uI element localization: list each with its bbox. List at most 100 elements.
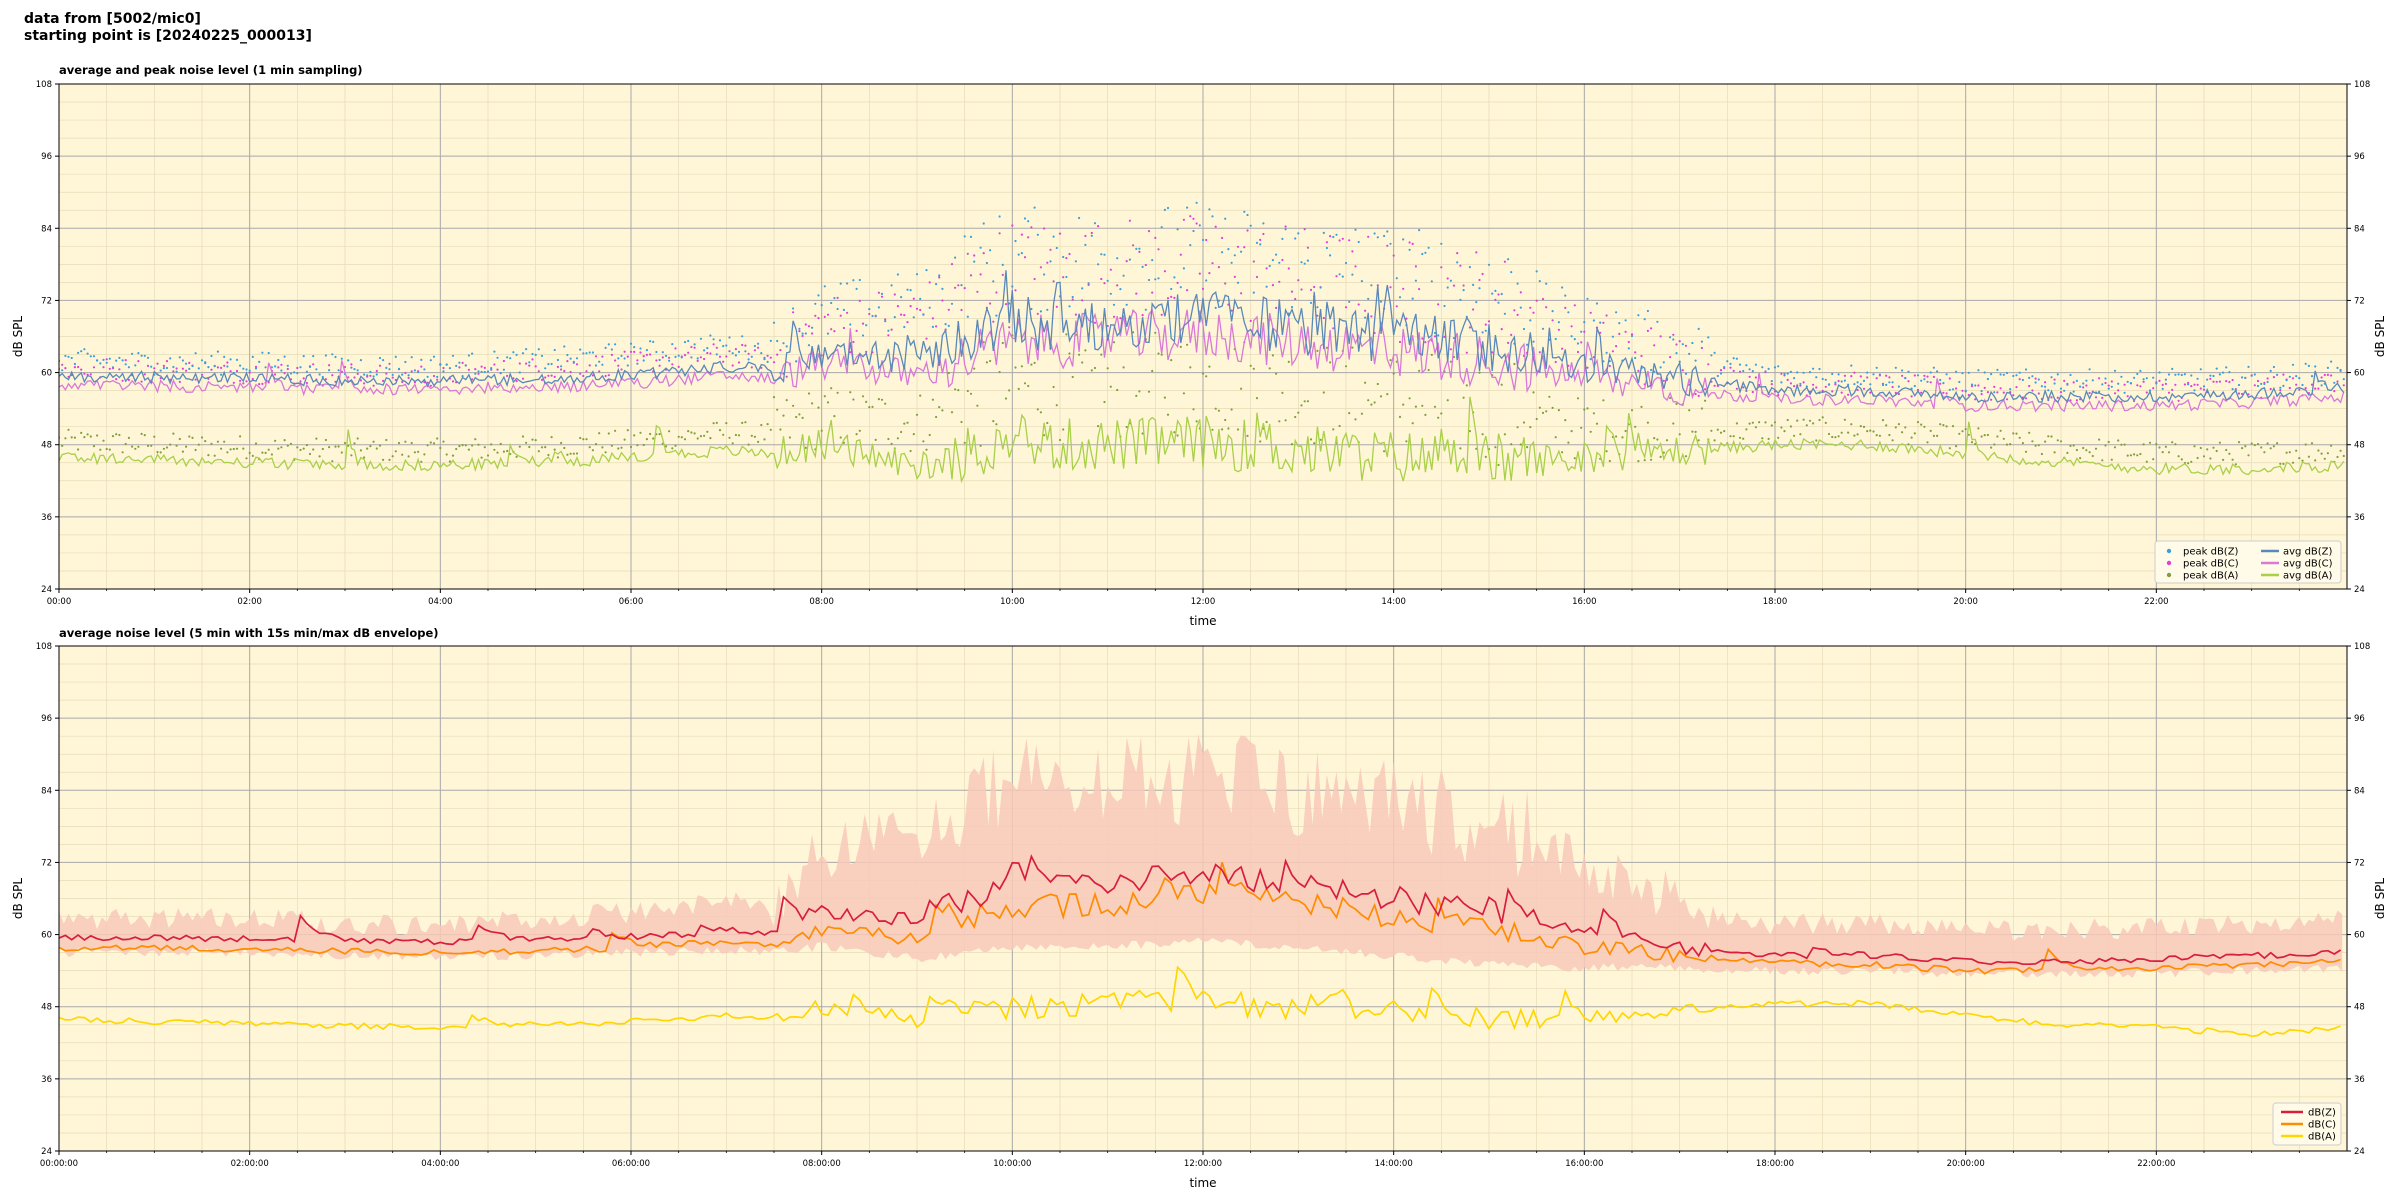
peak-point	[645, 349, 649, 352]
source-line: data from [5002/mic0]	[24, 11, 201, 27]
legend-marker	[2166, 548, 2172, 554]
peak-point	[620, 368, 623, 371]
peak-point	[270, 366, 273, 369]
peak-point	[2005, 443, 2009, 446]
peak-point	[976, 404, 979, 407]
peak-point	[331, 460, 334, 463]
peak-point	[1452, 337, 1456, 340]
peak-point	[515, 455, 518, 458]
peak-point	[299, 366, 302, 369]
peak-point	[649, 353, 652, 356]
peak-point	[191, 364, 194, 368]
peak-point	[1640, 405, 1643, 408]
peak-point	[321, 447, 324, 451]
peak-point	[254, 367, 258, 370]
peak-point	[715, 353, 718, 356]
peak-point	[375, 369, 378, 373]
peak-point	[1821, 416, 1824, 419]
peak-point	[1252, 367, 1255, 370]
peak-point	[1783, 372, 1786, 375]
peak-point	[1516, 426, 1519, 429]
peak-point	[118, 356, 121, 359]
peak-point	[1144, 308, 1147, 311]
peak-point	[947, 324, 950, 327]
peak-point	[1290, 443, 1294, 446]
peak-point	[185, 369, 188, 372]
peak-point	[277, 358, 280, 362]
peak-point	[1211, 215, 1214, 218]
peak-point	[458, 361, 461, 364]
peak-point	[1227, 248, 1230, 251]
peak-point	[1958, 380, 1961, 384]
peak-point	[1281, 237, 1284, 240]
peak-point	[1945, 373, 1948, 376]
peak-point	[1357, 303, 1360, 306]
peak-point	[1081, 287, 1084, 290]
peak-point	[2237, 392, 2241, 395]
peak-point	[1977, 369, 1980, 372]
peak-point	[1456, 261, 1459, 264]
peak-point	[2247, 454, 2250, 457]
peak-point	[2339, 449, 2342, 452]
peak-point	[1843, 418, 1846, 421]
peak-point	[1465, 351, 1468, 354]
peak-point	[1831, 372, 1834, 376]
peak-point	[1586, 366, 1589, 369]
peak-point	[909, 449, 912, 453]
peak-point	[2139, 452, 2142, 456]
peak-point	[1862, 387, 1866, 390]
peak-point	[1437, 416, 1440, 419]
peak-point	[585, 370, 588, 373]
peak-point	[480, 365, 483, 368]
peak-point	[480, 370, 483, 373]
peak-point	[1885, 383, 1888, 386]
peak-point	[880, 295, 884, 298]
peak-point	[1093, 222, 1097, 225]
peak-point	[1624, 429, 1627, 433]
peak-point	[706, 347, 709, 350]
peak-point	[1271, 259, 1274, 262]
peak-point	[194, 448, 197, 452]
peak-point	[836, 391, 839, 394]
peak-point	[1980, 390, 1983, 393]
peak-point	[1948, 388, 1951, 391]
peak-point	[1837, 435, 1840, 438]
peak-point	[1443, 304, 1446, 308]
peak-point	[2276, 442, 2279, 445]
peak-point	[566, 353, 569, 357]
peak-point	[1561, 286, 1564, 289]
peak-point	[1748, 422, 1751, 425]
peak-point	[1297, 279, 1300, 282]
peak-point	[858, 278, 861, 282]
peak-point	[1208, 365, 1211, 368]
peak-point	[248, 451, 251, 455]
peak-point	[1303, 400, 1306, 403]
peak-point	[1913, 384, 1916, 388]
peak-point	[1840, 431, 1843, 434]
peak-point	[429, 359, 432, 362]
peak-point	[432, 355, 436, 358]
peak-point	[1424, 413, 1427, 416]
peak-point	[1033, 206, 1036, 209]
peak-point	[639, 431, 642, 434]
peak-point	[153, 367, 156, 370]
peak-point	[1141, 432, 1144, 435]
peak-point	[591, 351, 595, 354]
peak-point	[944, 323, 947, 326]
peak-point	[1567, 441, 1570, 444]
legend-label: peak dB(Z)	[2183, 547, 2239, 558]
peak-point	[639, 347, 642, 350]
peak-point	[547, 374, 550, 377]
peak-point	[1754, 376, 1757, 379]
peak-point	[798, 327, 801, 330]
peak-point	[2113, 446, 2117, 449]
peak-point	[569, 370, 572, 374]
peak-point	[699, 337, 703, 340]
peak-point	[506, 356, 509, 359]
peak-point	[776, 339, 779, 343]
peak-point	[2269, 369, 2272, 372]
peak-point	[1580, 341, 1583, 344]
peak-point	[2215, 367, 2218, 370]
peak-point	[1027, 220, 1030, 223]
peak-point	[1297, 232, 1300, 235]
